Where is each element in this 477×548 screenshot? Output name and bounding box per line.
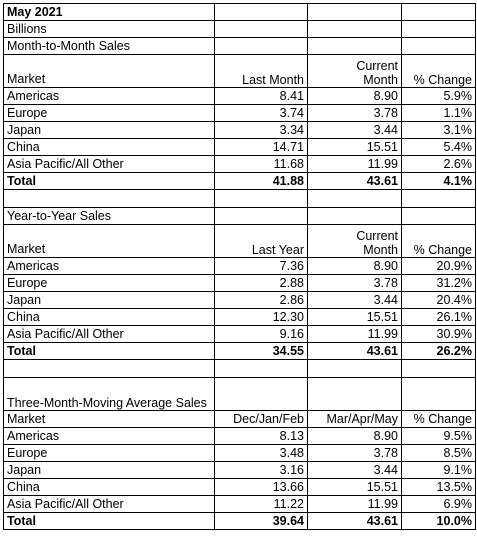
column-header-change: % Change [401, 410, 476, 428]
column-header-market: Market [3, 410, 215, 428]
section-heading: Year-to-Year Sales [3, 207, 215, 225]
table-row: Americas 8.13 8.90 9.5% [3, 427, 476, 445]
total-row: Total 41.88 43.61 4.1% [3, 172, 476, 190]
section-heading-row: Month-to-Month Sales [3, 37, 476, 55]
section-heading: Month-to-Month Sales [3, 37, 215, 55]
table-row: Japan 3.16 3.44 9.1% [3, 461, 476, 479]
table-row: Japan 2.86 3.44 20.4% [3, 291, 476, 309]
table-row: Americas 7.36 8.90 20.9% [3, 257, 476, 275]
column-header-previous: Last Year [214, 224, 308, 258]
table-row: Japan 3.34 3.44 3.1% [3, 121, 476, 139]
total-row: Total 34.55 43.61 26.2% [3, 342, 476, 360]
units-label: Billions [3, 20, 215, 38]
sales-table: May 2021 Billions Month-to-Month Sales M… [3, 3, 476, 530]
table-row: China 14.71 15.51 5.4% [3, 138, 476, 156]
table-row: Europe 3.74 3.78 1.1% [3, 104, 476, 122]
total-row: Total 39.64 43.61 10.0% [3, 512, 476, 530]
column-header-current: Mar/Apr/May [307, 410, 402, 428]
title-row: May 2021 [3, 3, 476, 21]
table-row: Europe 2.88 3.78 31.2% [3, 274, 476, 292]
column-header-row: Market Last Month Current Month % Change [3, 54, 476, 88]
column-header-previous: Last Month [214, 54, 308, 88]
column-header-current: Current Month [307, 54, 402, 88]
section-heading-row: Three-Month-Moving Average Sales [3, 377, 476, 411]
column-header-market: Market [3, 54, 215, 88]
table-row: China 13.66 15.51 13.5% [3, 478, 476, 496]
units-row: Billions [3, 20, 476, 38]
table-row: China 12.30 15.51 26.1% [3, 308, 476, 326]
table-row: Asia Pacific/All Other 11.22 11.99 6.9% [3, 495, 476, 513]
table-row: Europe 3.48 3.78 8.5% [3, 444, 476, 462]
column-header-row: Market Dec/Jan/Feb Mar/Apr/May % Change [3, 410, 476, 428]
spacer-row [3, 359, 476, 378]
sales-table-container: May 2021 Billions Month-to-Month Sales M… [3, 3, 476, 530]
column-header-change: % Change [401, 54, 476, 88]
spacer-row [3, 189, 476, 208]
section-heading-row: Year-to-Year Sales [3, 207, 476, 225]
column-header-market: Market [3, 224, 215, 258]
column-header-row: Market Last Year Current Month % Change [3, 224, 476, 258]
column-header-previous: Dec/Jan/Feb [214, 410, 308, 428]
table-row: Asia Pacific/All Other 11.68 11.99 2.6% [3, 155, 476, 173]
table-row: Asia Pacific/All Other 9.16 11.99 30.9% [3, 325, 476, 343]
column-header-current: Current Month [307, 224, 402, 258]
report-title: May 2021 [3, 3, 215, 21]
table-row: Americas 8.41 8.90 5.9% [3, 87, 476, 105]
section-heading: Three-Month-Moving Average Sales [3, 377, 215, 411]
column-header-change: % Change [401, 224, 476, 258]
